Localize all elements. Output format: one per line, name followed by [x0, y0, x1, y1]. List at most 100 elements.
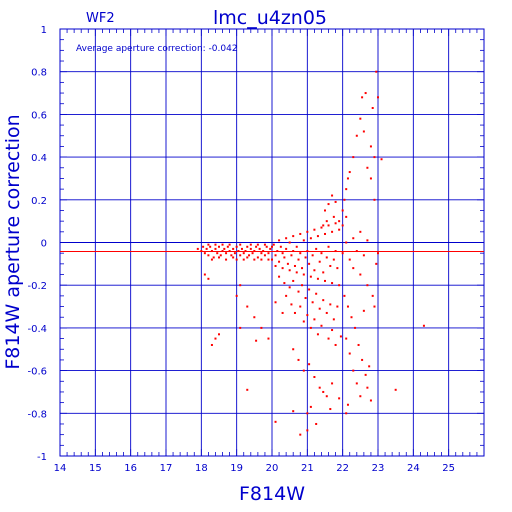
data-point: [324, 232, 326, 235]
y-tick-label: -0.4: [27, 324, 47, 335]
data-point: [332, 318, 335, 321]
x-tick-labels: 14 15 16 17 18 19 20 21 22 23 24 25: [54, 463, 455, 474]
data-point: [228, 250, 231, 253]
data-point: [299, 433, 302, 436]
data-point: [249, 247, 252, 250]
data-point: [283, 282, 286, 285]
data-point: [285, 247, 288, 250]
data-point: [369, 145, 372, 148]
data-point: [239, 284, 242, 287]
x-tick-label: 15: [89, 463, 102, 474]
data-point: [269, 247, 272, 250]
data-point: [267, 252, 270, 255]
data-point: [292, 410, 295, 413]
data-point: [334, 250, 337, 253]
data-point: [292, 279, 295, 282]
data-point: [196, 247, 199, 250]
data-point: [293, 264, 296, 267]
data-point: [329, 408, 332, 411]
data-point: [219, 254, 222, 257]
data-point: [369, 399, 372, 402]
data-point: [327, 245, 330, 248]
data-point: [343, 294, 346, 297]
data-point: [308, 363, 311, 366]
data-point: [260, 258, 263, 261]
data-point: [380, 158, 383, 161]
data-point: [336, 305, 339, 308]
data-point: [258, 247, 261, 250]
data-point: [214, 337, 217, 340]
data-point: [366, 284, 369, 287]
data-point: [214, 247, 217, 250]
data-point: [288, 286, 291, 289]
data-point: [306, 250, 309, 253]
data-point: [306, 230, 309, 233]
data-point: [301, 284, 304, 287]
data-point: [315, 247, 318, 250]
data-point: [263, 254, 266, 257]
data-point: [348, 171, 351, 174]
data-point: [345, 188, 348, 191]
data-point: [355, 382, 358, 385]
data-point: [327, 224, 330, 227]
data-point: [377, 252, 379, 255]
data-point: [274, 264, 277, 267]
data-point: [285, 237, 288, 240]
data-point: [228, 243, 231, 246]
data-point: [354, 326, 357, 329]
data-point: [338, 397, 341, 400]
data-point: [324, 279, 326, 282]
x-tick-label: 25: [442, 463, 455, 474]
data-point: [281, 252, 284, 255]
data-point: [316, 277, 319, 280]
data-point: [320, 324, 323, 327]
y-tick-label: 0.8: [31, 68, 47, 79]
data-point: [207, 254, 210, 257]
data-point: [246, 388, 249, 391]
data-point: [322, 390, 325, 393]
x-tick-label: 18: [195, 463, 208, 474]
data-point: [352, 369, 355, 372]
data-point: [322, 224, 325, 227]
data-point: [369, 177, 372, 180]
data-point: [309, 237, 312, 240]
data-point: [366, 239, 369, 242]
data-point: [267, 258, 270, 261]
data-point: [318, 386, 321, 389]
data-point: [202, 245, 205, 248]
average-correction-annotation: Average aperture correction: -0.042: [76, 44, 238, 54]
data-point: [331, 282, 334, 285]
data-point: [422, 324, 425, 327]
data-point: [324, 209, 326, 212]
data-point: [308, 262, 311, 265]
data-point: [315, 422, 318, 425]
data-point: [338, 220, 341, 223]
data-point: [334, 343, 337, 346]
data-point: [248, 254, 251, 257]
data-point: [306, 412, 309, 415]
data-point: [218, 245, 220, 248]
data-point: [325, 311, 328, 314]
data-point: [320, 252, 323, 255]
data-point: [311, 254, 314, 257]
axis-ticks: [59, 28, 485, 457]
data-point: [336, 267, 339, 270]
data-point: [278, 260, 281, 263]
data-point: [226, 245, 229, 248]
data-point: [246, 256, 249, 259]
data-point: [212, 256, 215, 259]
x-axis-label: F814W: [239, 483, 305, 505]
data-point: [203, 273, 206, 276]
data-point: [237, 250, 240, 253]
x-tick-label: 19: [230, 463, 243, 474]
data-point: [290, 254, 293, 257]
data-point: [297, 258, 300, 261]
data-point: [352, 156, 355, 159]
data-point: [239, 326, 242, 329]
data-point: [255, 245, 258, 248]
data-point: [214, 243, 217, 246]
data-point: [233, 252, 236, 255]
data-point: [375, 262, 378, 265]
data-point: [218, 333, 220, 336]
data-point: [345, 412, 348, 415]
